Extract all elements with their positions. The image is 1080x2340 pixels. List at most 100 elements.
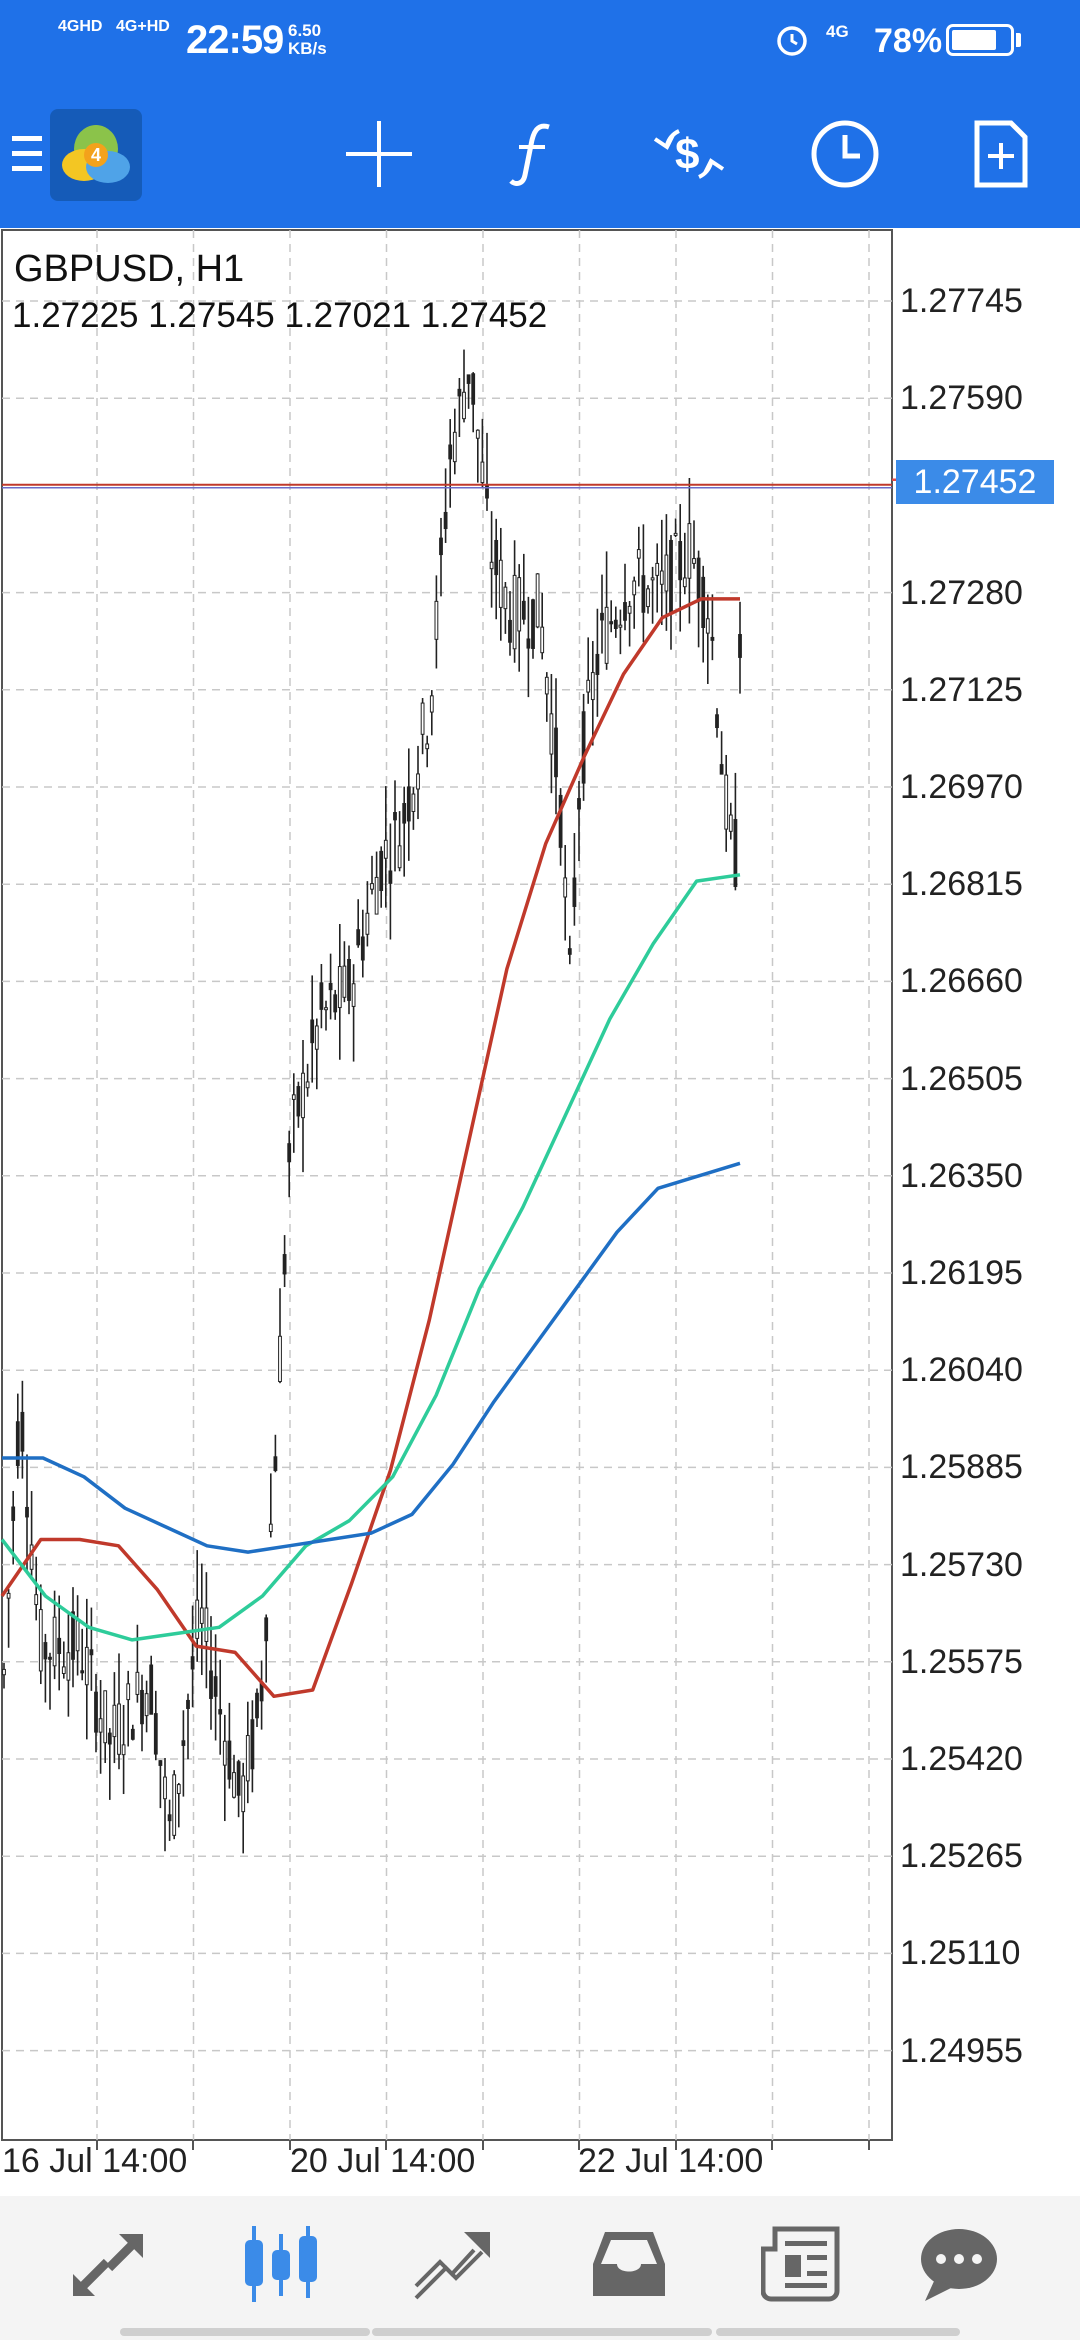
quotes-icon[interactable]: [64, 2224, 154, 2304]
candle-body: [356, 929, 361, 946]
trade-dollar-icon[interactable]: $: [644, 109, 734, 199]
candle-body: [15, 1421, 20, 1466]
chart-ohlc: 1.27225 1.27545 1.27021 1.27452: [12, 296, 548, 335]
candle-body: [2, 1668, 6, 1676]
candle-body: [443, 511, 448, 530]
candle-body: [544, 676, 549, 695]
candle-body: [508, 619, 512, 643]
candle-body: [452, 431, 457, 463]
candle-body: [167, 1814, 172, 1822]
news-icon[interactable]: [756, 2224, 846, 2304]
metatrader-logo[interactable]: 4: [50, 109, 142, 201]
candle-body: [305, 1081, 310, 1089]
x-tick-label: 22 Jul 14:00: [578, 2142, 764, 2180]
y-tick-label: 1.27745: [900, 282, 1023, 320]
candle-body: [623, 602, 627, 621]
candle-body: [94, 1691, 98, 1733]
candle-body: [351, 983, 356, 1007]
candle-body: [567, 948, 572, 955]
candle-body: [462, 391, 466, 420]
candle-body: [590, 672, 595, 701]
candle-body: [291, 1094, 296, 1100]
x-tick-label: 16 Jul 14:00: [2, 2142, 188, 2180]
network-indicator-1: 4GHD: [58, 18, 103, 35]
candle-body: [687, 523, 692, 579]
candle-body: [535, 573, 540, 628]
candle-body: [20, 1411, 25, 1452]
candle-body: [250, 1719, 255, 1770]
candle-body: [333, 994, 338, 1013]
bottom-navigation: [0, 2196, 1080, 2340]
candle-body: [190, 1656, 195, 1670]
candle-body: [34, 1594, 39, 1606]
candle-body: [692, 558, 696, 564]
y-tick-label: 1.26815: [900, 865, 1023, 904]
candle-body: [186, 1699, 190, 1709]
candle-body: [379, 850, 384, 892]
candle-body: [126, 1683, 131, 1701]
crosshair-icon[interactable]: [334, 109, 424, 199]
chart-icon[interactable]: [236, 2224, 326, 2304]
candle-body: [342, 965, 347, 998]
candle-body: [112, 1704, 117, 1738]
trade-icon[interactable]: [408, 2224, 498, 2304]
candle-body: [728, 814, 733, 832]
chat-icon[interactable]: [914, 2224, 1004, 2304]
function-icon[interactable]: [488, 109, 578, 199]
clock: 22:59: [186, 18, 284, 62]
candle-body: [370, 883, 374, 890]
candle-body: [347, 958, 351, 1001]
candle-body: [195, 1599, 200, 1639]
candle-body: [425, 743, 430, 750]
candle-body: [204, 1607, 209, 1642]
candle-body: [397, 845, 402, 869]
candle-body: [664, 554, 669, 592]
candle-body: [278, 1335, 282, 1383]
price-chart[interactable]: GBPUSD, H1 1.27225 1.27545 1.27021 1.274…: [0, 228, 1080, 2180]
battery-icon: [946, 24, 1014, 56]
candle-body: [172, 1774, 177, 1836]
candle-body: [411, 793, 416, 812]
candle-body: [600, 612, 604, 621]
candle-body: [521, 600, 526, 620]
nav-indicator-3: [716, 2328, 960, 2336]
candle-body: [632, 580, 637, 596]
history-icon[interactable]: [584, 2224, 674, 2304]
candle-body: [227, 1740, 232, 1780]
y-tick-label: 1.26040: [900, 1351, 1023, 1390]
y-tick-label: 1.26350: [900, 1156, 1023, 1195]
svg-text:$: $: [675, 130, 699, 179]
candle-body: [103, 1690, 108, 1744]
menu-icon[interactable]: [0, 109, 66, 199]
chart-symbol: GBPUSD, H1: [14, 248, 245, 290]
candle-body: [6, 1592, 11, 1599]
candle-body: [199, 1607, 204, 1624]
candle-body: [140, 1689, 144, 1725]
candle-body: [549, 713, 554, 755]
candle-body: [517, 577, 522, 632]
candle-body: [130, 1728, 135, 1740]
candle-body: [218, 1709, 223, 1715]
moving-average-line-2: [0, 873, 741, 1642]
candle-body: [301, 1072, 305, 1119]
candle-body: [439, 537, 443, 556]
candle-body: [659, 570, 664, 585]
clock-icon[interactable]: [800, 109, 890, 199]
candle-body: [618, 624, 623, 628]
candle-body: [388, 870, 393, 884]
new-document-icon[interactable]: [956, 109, 1046, 199]
candle-body: [402, 803, 407, 824]
candle-body: [604, 606, 609, 664]
candle-body: [52, 1616, 57, 1667]
candle-body: [149, 1664, 154, 1715]
candle-body: [715, 714, 719, 729]
y-tick-label: 1.26505: [900, 1059, 1023, 1098]
candle-body: [153, 1713, 158, 1755]
y-tick-label: 1.25265: [900, 1837, 1023, 1876]
candle-body: [222, 1740, 227, 1766]
candle-body: [98, 1718, 103, 1733]
chart-canvas[interactable]: [0, 228, 1080, 2160]
y-tick-label: 1.24955: [900, 2031, 1023, 2070]
candle-body: [75, 1620, 80, 1652]
nav-indicator-2: [372, 2328, 712, 2336]
